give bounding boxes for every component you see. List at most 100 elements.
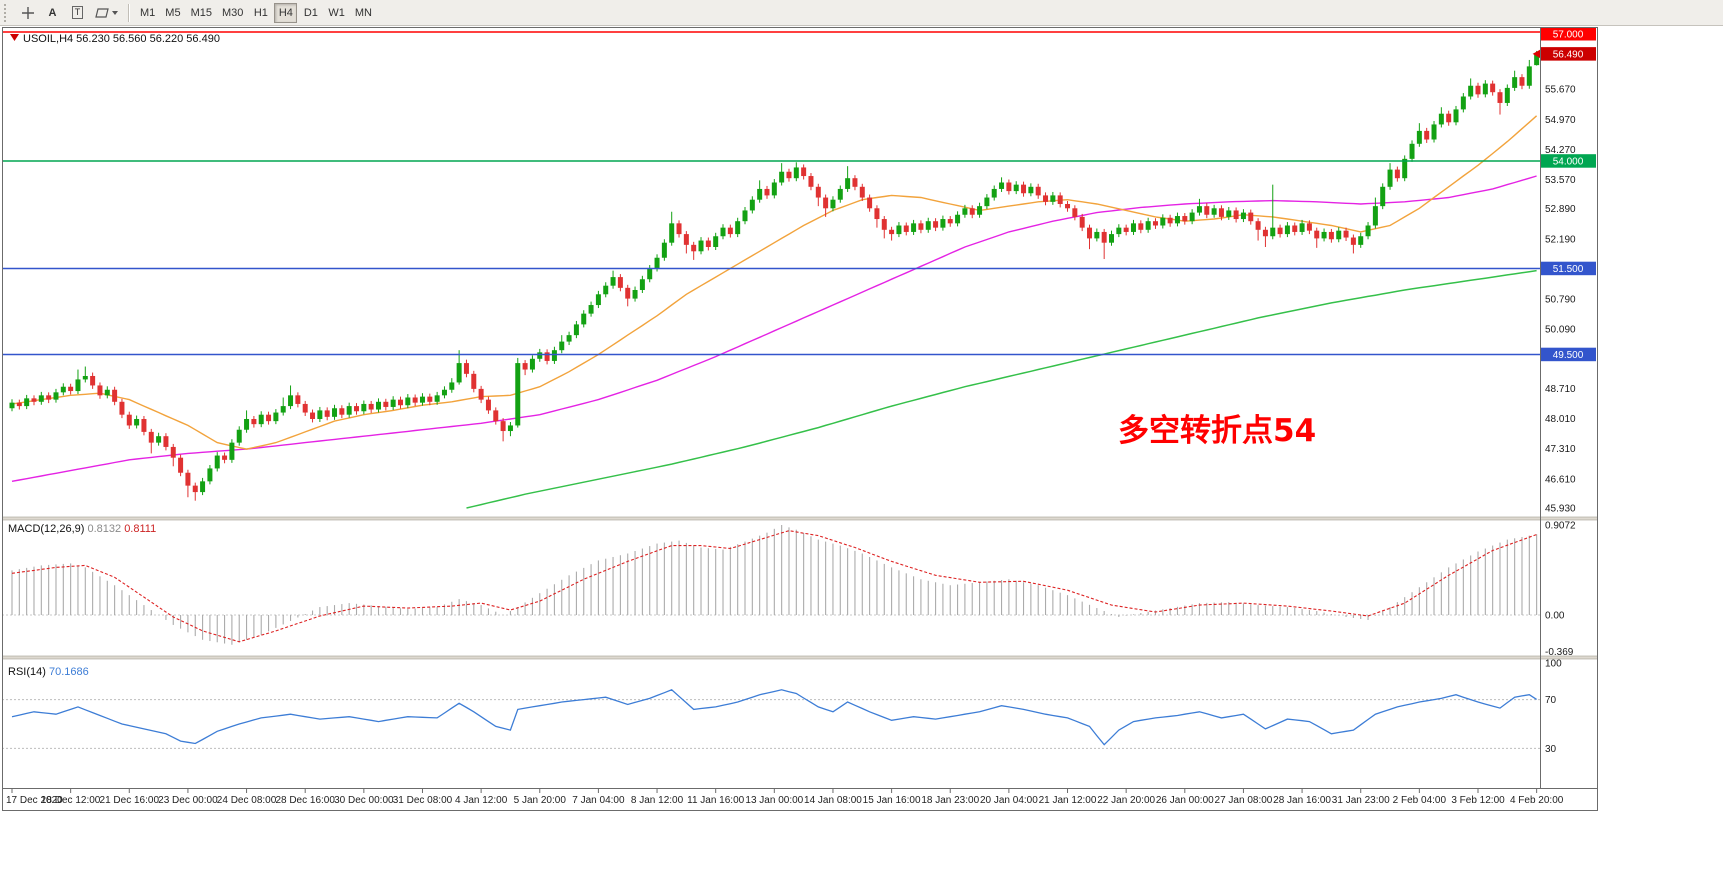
candles-layer [9, 50, 1540, 501]
chart-window: 多空转折点54 USOIL,H4 56.230 56.560 56.220 56.… [1, 27, 1599, 811]
panel-divider[interactable] [1, 516, 1599, 521]
svg-text:15 Jan 16:00: 15 Jan 16:00 [863, 795, 921, 806]
svg-text:0.9072: 0.9072 [1545, 521, 1576, 532]
rsi-label: RSI(14) 70.1686 [8, 666, 89, 678]
text-box-icon: T [71, 6, 84, 19]
current-price-arrow [1532, 49, 1540, 59]
svg-text:11 Jan 16:00: 11 Jan 16:00 [687, 795, 745, 806]
price-badge-49.500: 49.500 [1541, 347, 1596, 362]
svg-text:24 Dec 08:00: 24 Dec 08:00 [217, 795, 277, 806]
svg-text:27 Jan 08:00: 27 Jan 08:00 [1215, 795, 1273, 806]
svg-text:47.310: 47.310 [1545, 444, 1576, 455]
main-price-panel[interactable]: 多空转折点54 USOIL,H4 56.230 56.560 56.220 56.… [9, 33, 1541, 509]
chart-frame [2, 27, 1598, 811]
svg-text:30 Dec 00:00: 30 Dec 00:00 [334, 795, 394, 806]
svg-text:70: 70 [1545, 695, 1557, 706]
svg-text:48.010: 48.010 [1545, 414, 1576, 425]
price-badge-54.000: 54.000 [1541, 154, 1596, 168]
svg-text:MACD(12,26,9) 0.8132 0.8111: MACD(12,26,9) 0.8132 0.8111 [8, 523, 156, 535]
macd-label: MACD(12,26,9) 0.8132 0.8111 [8, 523, 156, 535]
panel-divider[interactable] [1, 655, 1599, 660]
svg-text:51.500: 51.500 [1553, 264, 1584, 275]
macd-histogram [11, 525, 1538, 645]
crosshair-icon [21, 6, 34, 19]
price-badge-57.000: 57.000 [1541, 27, 1596, 41]
cursor-tool-button[interactable] [16, 3, 39, 23]
text-box-tool-button[interactable]: T [66, 3, 89, 23]
svg-text:21 Dec 16:00: 21 Dec 16:00 [100, 795, 160, 806]
svg-text:7 Jan 04:00: 7 Jan 04:00 [572, 795, 625, 806]
svg-text:30: 30 [1545, 744, 1557, 755]
shapes-dropdown-button[interactable] [91, 3, 122, 23]
svg-text:56.490: 56.490 [1553, 50, 1584, 61]
svg-text:3 Feb 12:00: 3 Feb 12:00 [1451, 795, 1505, 806]
price-badge-51.500: 51.500 [1541, 261, 1596, 276]
chevron-down-icon [112, 10, 118, 15]
symbol-info: USOIL,H4 56.230 56.560 56.220 56.490 [10, 33, 220, 45]
toolbar: A T M1 M5 M15 M30 H1 H4 D1 W1 MN [0, 0, 1723, 26]
svg-text:22 Jan 20:00: 22 Jan 20:00 [1097, 795, 1155, 806]
timeframe-m15-button[interactable]: M15 [187, 3, 216, 23]
svg-text:54.970: 54.970 [1545, 115, 1576, 126]
svg-text:54.270: 54.270 [1545, 145, 1576, 156]
rsi-panel[interactable]: RSI(14) 70.1686 [2, 666, 1540, 749]
svg-text:50.790: 50.790 [1545, 295, 1576, 306]
svg-text:100: 100 [1545, 659, 1562, 670]
svg-text:4 Feb 20:00: 4 Feb 20:00 [1510, 795, 1564, 806]
svg-text:52.190: 52.190 [1545, 234, 1576, 245]
svg-text:5 Jan 20:00: 5 Jan 20:00 [514, 795, 567, 806]
timeframe-buttons: M1 M5 M15 M30 H1 H4 D1 W1 MN [135, 2, 377, 23]
toolbar-separator [128, 3, 130, 22]
level-lines[interactable] [2, 31, 1540, 356]
toolbar-grip[interactable] [4, 3, 11, 22]
svg-text:17 Dec 2020: 17 Dec 2020 [6, 795, 63, 806]
svg-text:57.000: 57.000 [1553, 29, 1584, 40]
shapes-icon [95, 7, 109, 18]
svg-text:RSI(14) 70.1686: RSI(14) 70.1686 [8, 666, 89, 678]
svg-text:18 Dec 12:00: 18 Dec 12:00 [41, 795, 101, 806]
svg-text:28 Jan 16:00: 28 Jan 16:00 [1273, 795, 1331, 806]
svg-text:14 Jan 08:00: 14 Jan 08:00 [804, 795, 862, 806]
timeframe-mn-button[interactable]: MN [351, 3, 376, 23]
chart-annotation: 多空转折点54 [1118, 413, 1316, 449]
svg-text:4 Jan 12:00: 4 Jan 12:00 [455, 795, 508, 806]
svg-text:20 Jan 04:00: 20 Jan 04:00 [980, 795, 1038, 806]
text-label-icon: A [48, 6, 57, 19]
current-price-badge: 56.490 [1541, 47, 1596, 61]
timeframe-h4-button[interactable]: H4 [274, 2, 298, 23]
svg-text:46.610: 46.610 [1545, 474, 1576, 485]
svg-text:26 Jan 00:00: 26 Jan 00:00 [1156, 795, 1214, 806]
svg-text:54.000: 54.000 [1553, 157, 1584, 168]
svg-text:21 Jan 12:00: 21 Jan 12:00 [1039, 795, 1097, 806]
svg-text:2 Feb 04:00: 2 Feb 04:00 [1393, 795, 1447, 806]
svg-text:28 Dec 16:00: 28 Dec 16:00 [275, 795, 335, 806]
chart-canvas[interactable]: 多空转折点54 USOIL,H4 56.230 56.560 56.220 56.… [1, 27, 1599, 811]
svg-text:48.710: 48.710 [1545, 384, 1576, 395]
svg-text:49.500: 49.500 [1553, 350, 1584, 361]
timeframe-m5-button[interactable]: M5 [161, 3, 184, 23]
chart-background [2, 27, 1598, 811]
svg-text:-0.369: -0.369 [1545, 647, 1574, 658]
svg-text:18 Jan 23:00: 18 Jan 23:00 [921, 795, 979, 806]
timeframe-w1-button[interactable]: W1 [324, 3, 349, 23]
timeframe-h1-button[interactable]: H1 [249, 3, 272, 23]
svg-text:多空转折点54: 多空转折点54 [1118, 413, 1316, 449]
macd-panel[interactable]: MACD(12,26,9) 0.8132 0.8111 [2, 523, 1540, 645]
timeframe-d1-button[interactable]: D1 [299, 3, 322, 23]
svg-text:23 Dec 00:00: 23 Dec 00:00 [158, 795, 218, 806]
svg-text:52.890: 52.890 [1545, 204, 1576, 215]
svg-text:53.570: 53.570 [1545, 175, 1576, 186]
text-label-tool-button[interactable]: A [41, 3, 64, 23]
svg-text:0.00: 0.00 [1545, 611, 1565, 622]
price-axis[interactable]: 55.670 54.970 54.270 53.570 52.890 52.190 50.7… [1540, 27, 1597, 788]
timeframe-m30-button[interactable]: M30 [218, 3, 247, 23]
svg-text:55.670: 55.670 [1545, 85, 1576, 96]
svg-text:50.090: 50.090 [1545, 325, 1576, 336]
timeframe-m1-button[interactable]: M1 [136, 3, 159, 23]
svg-text:31 Dec 08:00: 31 Dec 08:00 [393, 795, 453, 806]
svg-text:13 Jan 00:00: 13 Jan 00:00 [745, 795, 803, 806]
svg-text:USOIL,H4 56.230 56.560 56.220: USOIL,H4 56.230 56.560 56.220 56.490 [23, 33, 220, 45]
svg-text:31 Jan 23:00: 31 Jan 23:00 [1332, 795, 1390, 806]
svg-text:45.930: 45.930 [1545, 504, 1576, 515]
